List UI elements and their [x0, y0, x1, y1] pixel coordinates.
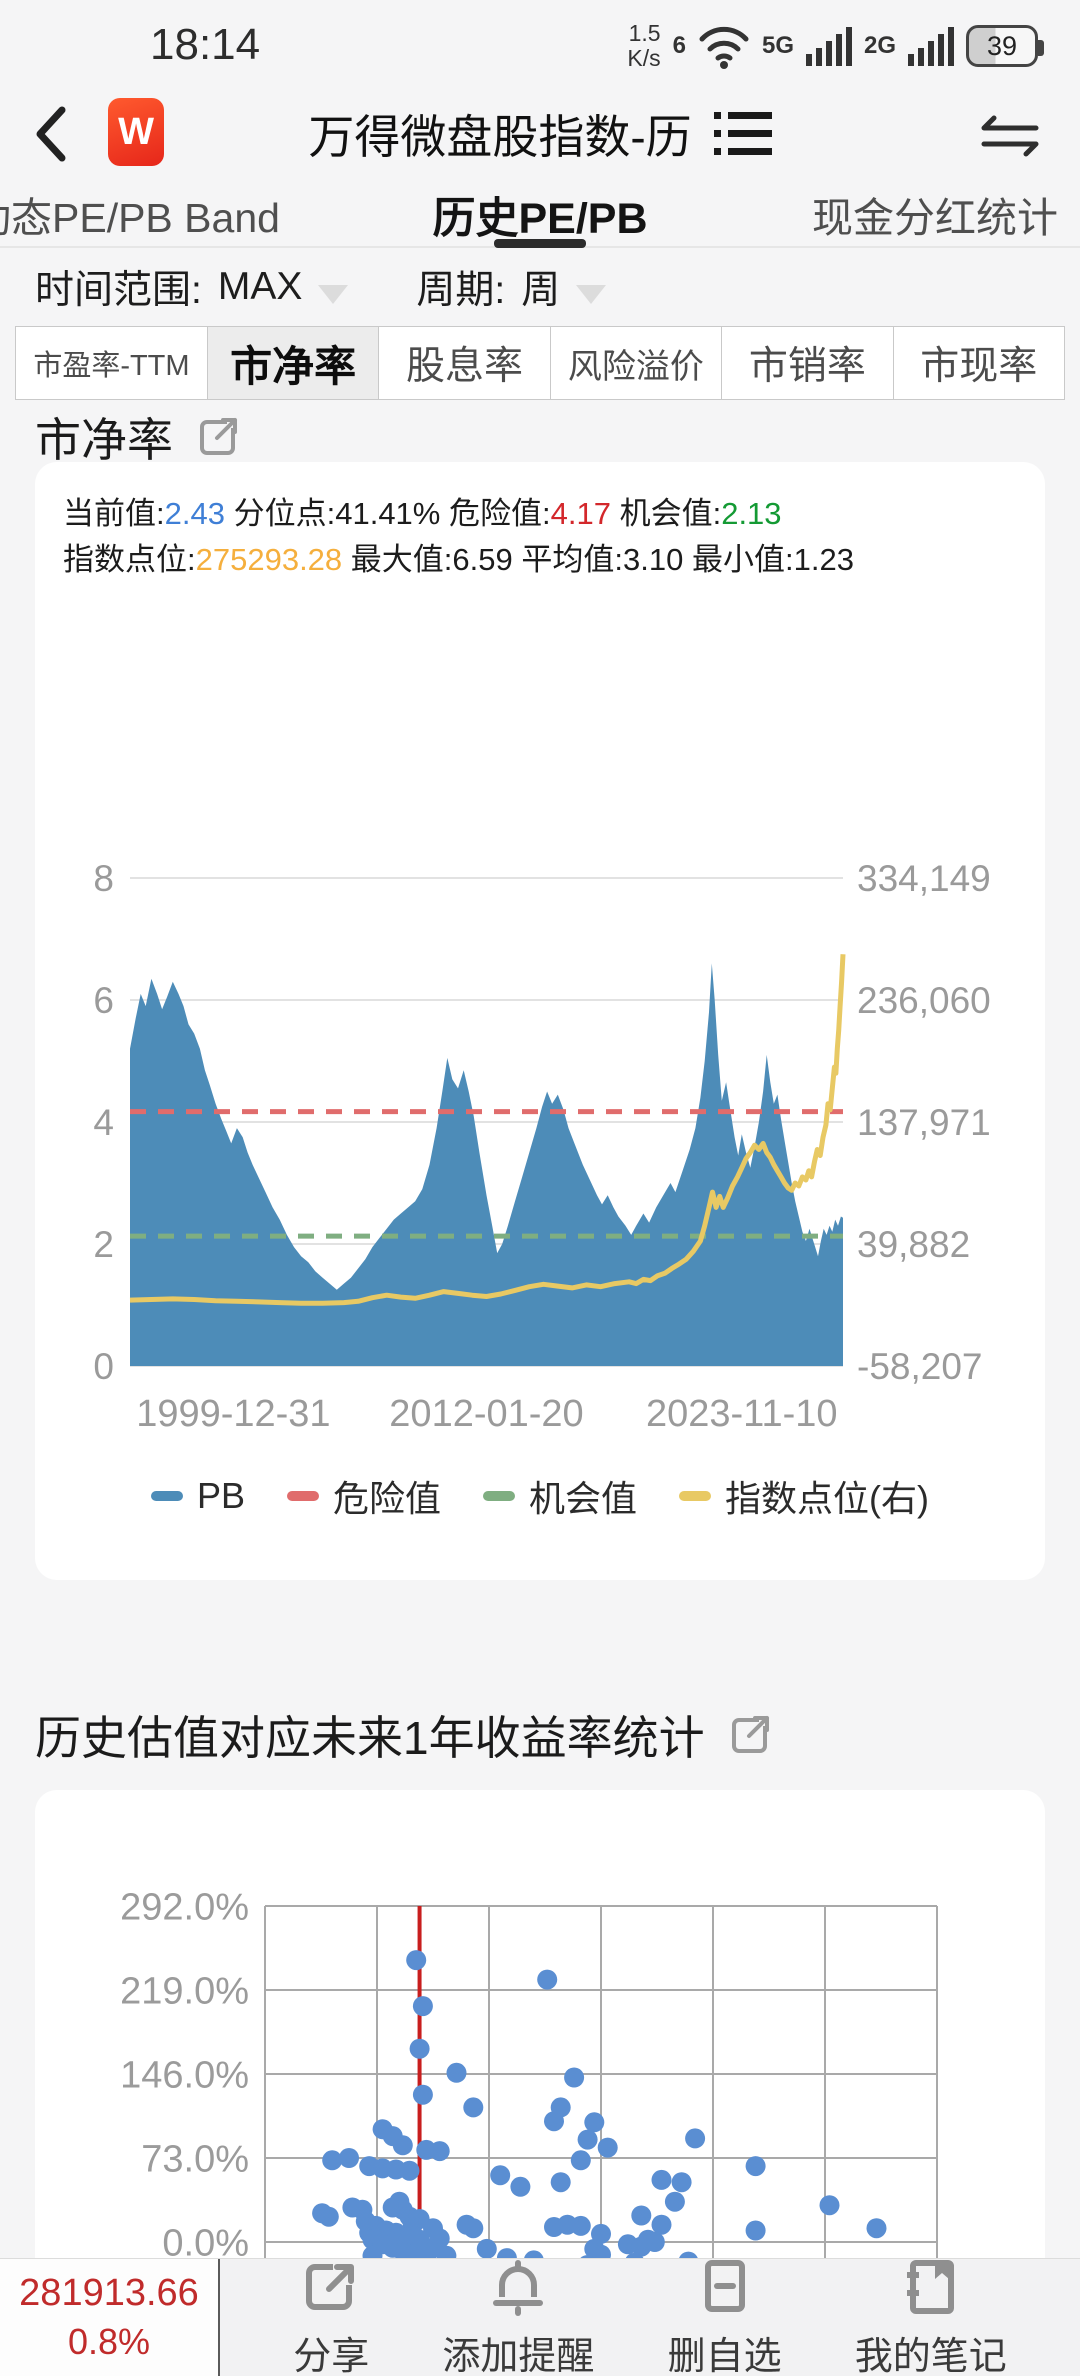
time-range-label: 时间范围: — [35, 269, 202, 312]
future-return-scatter-chart[interactable]: 292.0% 219.0% 146.0% 73.0% 0.0% — [35, 1790, 1045, 2376]
clock: 18:14 — [150, 20, 261, 69]
index-list-icon[interactable] — [713, 110, 772, 158]
active-tab-underline — [494, 239, 586, 248]
metric-tab-2[interactable]: 市净率 — [206, 326, 380, 400]
compare-switch-icon[interactable] — [980, 112, 1040, 158]
svg-text:39,882: 39,882 — [857, 1224, 970, 1265]
sim1-type: 5G — [761, 32, 794, 59]
metric-tab-3[interactable]: 股息率 — [378, 326, 551, 400]
metric-tab-6[interactable]: 市现率 — [892, 326, 1065, 400]
svg-text:219.0%: 219.0% — [120, 1970, 249, 2012]
current-value: 2.43 — [164, 496, 225, 531]
wind-logo[interactable]: W — [108, 98, 164, 166]
svg-text:8: 8 — [93, 858, 114, 899]
sim2-type: 2G — [863, 32, 896, 59]
bell-icon — [486, 2255, 550, 2319]
stats-line-2: 指数点位:275293.28 最大值:6.59 平均值:3.10 最小值:1.2… — [63, 542, 854, 577]
wifi6-badge: 6 — [672, 32, 686, 59]
share-button[interactable]: 分享 — [293, 2255, 369, 2376]
period-select[interactable]: 周 — [521, 269, 561, 312]
status-bar: 18:14 1.5 K/s 6 5G — [0, 0, 1080, 90]
section1-header: 市净率 — [35, 404, 239, 470]
svg-text:2023-11-10: 2023-11-10 — [646, 1393, 838, 1435]
svg-text:4: 4 — [93, 1102, 114, 1143]
top-tab-bar: 动态PE/PB Band 历史PE/PB 现金分红统计 — [0, 178, 1080, 248]
metric-segmented-control: 市盈率-TTM 市净率 股息率 风险溢价 市销率 市现率 — [15, 326, 1065, 400]
svg-text:1999-12-31: 1999-12-31 — [136, 1393, 330, 1435]
tab-dynamic-pe-pb-band[interactable]: 动态PE/PB Band — [0, 195, 280, 241]
legend-item-4: 指数点位(右) — [679, 1470, 929, 1522]
period-label: 周期: — [416, 269, 506, 312]
section2-header: 历史估值对应未来1年收益率统计 — [35, 1702, 771, 1768]
header: W 万得微盘股指数-历 — [0, 90, 1080, 178]
svg-text:-58,207: -58,207 — [857, 1346, 983, 1387]
chart-legend: PB 危险值 机会值 指数点位(右) — [35, 1470, 1045, 1522]
svg-text:2: 2 — [93, 1224, 114, 1265]
bottom-toolbar: 281913.66 0.8% 分享 — [0, 2258, 1080, 2376]
minus-square-icon — [693, 2255, 757, 2319]
stats-line-1: 当前值:2.43 分位点:41.41% 危险值:4.17 机会值:2.13 — [63, 496, 782, 531]
index-change-pct: 0.8% — [67, 2321, 151, 2362]
legend-item-1: PB — [150, 1475, 245, 1517]
metric-tab-1[interactable]: 市盈率-TTM — [15, 326, 208, 400]
toolbar-divider — [218, 2259, 220, 2376]
filter-row: 时间范围: MAX 周期: 周 — [35, 256, 607, 318]
wifi-icon — [698, 23, 750, 69]
metric-tab-5[interactable]: 市销率 — [721, 326, 894, 400]
section1-title: 市净率 — [35, 414, 173, 466]
svg-text:137,971: 137,971 — [857, 1102, 991, 1143]
page-title: 万得微盘股指数-历 — [308, 111, 692, 163]
battery-indicator: 39 — [966, 25, 1044, 67]
remove-watchlist-button[interactable]: 删自选 — [668, 2255, 782, 2376]
signal-bars-1-icon — [805, 24, 852, 68]
chevron-down-icon — [576, 284, 607, 304]
network-speed: 1.5 K/s — [627, 20, 661, 71]
tab-history-pe-pb[interactable]: 历史PE/PB — [432, 195, 648, 243]
svg-text:236,060: 236,060 — [857, 980, 991, 1021]
chevron-down-icon — [318, 284, 349, 304]
svg-text:334,149: 334,149 — [857, 858, 991, 899]
section2-title: 历史估值对应未来1年收益率统计 — [35, 1712, 705, 1764]
pb-area-chart[interactable]: 0 -58,207 2 39,882 4 137,971 6 236,060 8 334,149 1… — [35, 854, 1045, 1454]
svg-text:146.0%: 146.0% — [120, 2054, 249, 2096]
svg-text:6: 6 — [93, 980, 114, 1021]
svg-text:0: 0 — [93, 1346, 114, 1387]
svg-text:2012-01-20: 2012-01-20 — [389, 1393, 583, 1435]
tab-dividend-stats[interactable]: 现金分红统计 — [812, 195, 1058, 241]
add-alert-button[interactable]: 添加提醒 — [442, 2255, 594, 2376]
svg-text:73.0%: 73.0% — [141, 2138, 249, 2180]
external-link-icon[interactable] — [729, 1714, 771, 1756]
chance-value: 2.13 — [721, 496, 782, 531]
metric-tab-4[interactable]: 风险溢价 — [549, 326, 723, 400]
notebook-icon — [899, 2255, 963, 2319]
svg-text:0.0%: 0.0% — [162, 2222, 249, 2264]
legend-item-3: 机会值 — [483, 1470, 637, 1522]
share-icon — [299, 2255, 363, 2319]
time-range-select[interactable]: MAX — [217, 265, 303, 308]
external-link-icon[interactable] — [197, 416, 239, 458]
index-point-value: 275293.28 — [195, 542, 343, 577]
legend-item-2: 危险值 — [287, 1470, 441, 1522]
svg-text:292.0%: 292.0% — [120, 1886, 249, 1928]
index-price: 281913.66 — [19, 2272, 199, 2314]
signal-bars-2-icon — [908, 24, 954, 68]
index-quote: 281913.66 0.8% — [0, 2259, 218, 2376]
my-notes-button[interactable]: 我的笔记 — [855, 2255, 1007, 2376]
back-button[interactable] — [32, 106, 70, 162]
danger-value: 4.17 — [550, 496, 611, 531]
pb-chart-card: 当前值:2.43 分位点:41.41% 危险值:4.17 机会值:2.13 指数… — [35, 462, 1045, 1580]
